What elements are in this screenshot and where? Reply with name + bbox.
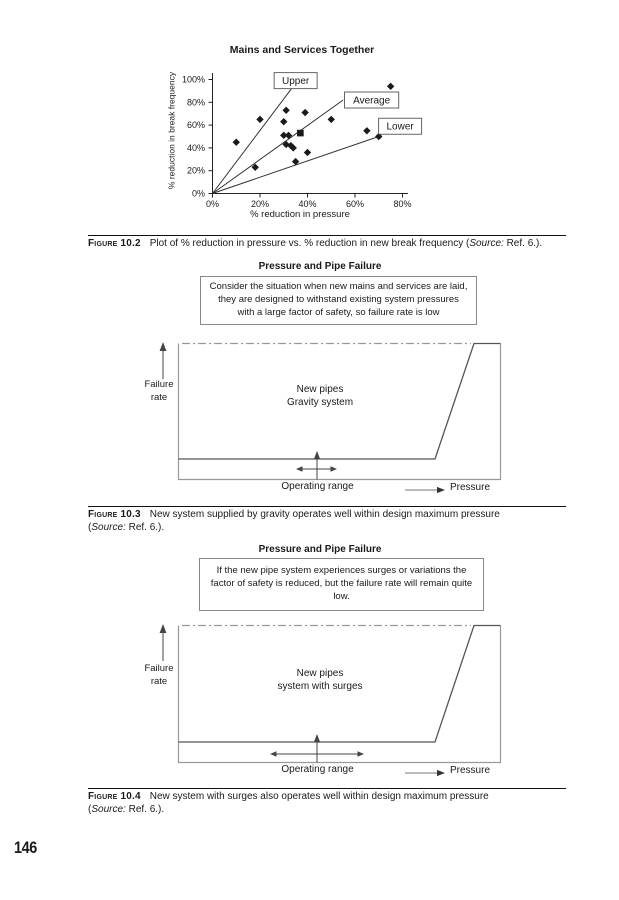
diagram-10-4 bbox=[159, 624, 502, 777]
failure-rate-label: Failure rate bbox=[144, 663, 174, 687]
pressure-label: Pressure bbox=[450, 482, 491, 493]
pressure-arrow bbox=[405, 486, 445, 494]
caption-rule bbox=[88, 235, 566, 236]
page-number: 146 bbox=[14, 838, 37, 857]
failure-rate-arrow bbox=[159, 342, 167, 379]
diagram-title-10-3: Pressure and Pipe Failure bbox=[258, 261, 382, 272]
diagram-center-label: New pipes Gravity system bbox=[286, 384, 354, 408]
svg-text:Average: Average bbox=[353, 96, 391, 107]
svg-text:Lower: Lower bbox=[387, 122, 415, 133]
svg-text:20%: 20% bbox=[251, 199, 269, 209]
operating-range-marker bbox=[270, 734, 364, 763]
caption-text: New system with surges also operates wel… bbox=[88, 791, 489, 815]
caption-text: New system supplied by gravity operates … bbox=[88, 509, 500, 533]
operating-range-marker bbox=[296, 451, 337, 480]
caption-rule bbox=[88, 788, 566, 789]
failure-curve bbox=[178, 342, 501, 460]
scatter-plot: 0% 20% 40% 60% 80% 0% 20% 40% 60% 80% 100% Upper Ave… bbox=[182, 72, 423, 210]
diagram-10-3 bbox=[159, 342, 502, 494]
diagram-frame bbox=[177, 343, 502, 481]
svg-text:0%: 0% bbox=[192, 189, 205, 199]
note-box-10-3: Consider the situation when new mains an… bbox=[200, 276, 477, 325]
chart-tick-labels: 0% 20% 40% 60% 80% 0% 20% 40% 60% 80% 100% bbox=[182, 75, 412, 210]
svg-text:40%: 40% bbox=[298, 199, 316, 209]
operating-range-label: Operating range bbox=[281, 481, 354, 492]
diagram-center-label: New pipes system with surges bbox=[277, 668, 363, 692]
line-labels: Upper Average Lower bbox=[273, 72, 423, 135]
svg-text:40%: 40% bbox=[187, 143, 205, 153]
figure-caption-10-3: Figure 10.3 New system supplied by gravit… bbox=[88, 509, 590, 535]
square-data-point bbox=[297, 129, 304, 137]
caption-text: Plot of % reduction in pressure vs. % re… bbox=[149, 238, 543, 249]
failure-curve bbox=[178, 624, 501, 743]
pressure-arrow bbox=[405, 769, 445, 777]
data-points bbox=[232, 82, 395, 171]
svg-text:60%: 60% bbox=[346, 199, 364, 209]
chart-title: Mains and Services Together bbox=[229, 44, 375, 56]
svg-text:Upper: Upper bbox=[282, 76, 310, 87]
svg-text:0%: 0% bbox=[206, 199, 219, 209]
diagram-title-10-4: Pressure and Pipe Failure bbox=[258, 544, 382, 555]
operating-range-label: Operating range bbox=[281, 764, 354, 775]
svg-text:80%: 80% bbox=[187, 97, 205, 107]
svg-text:20%: 20% bbox=[187, 166, 205, 176]
diagram-frame bbox=[177, 625, 502, 764]
figure-caption-10-4: Figure 10.4 New system with surges also o… bbox=[88, 791, 590, 817]
figure-label: Figure 10.2 bbox=[88, 238, 141, 249]
svg-text:80%: 80% bbox=[393, 199, 411, 209]
svg-text:60%: 60% bbox=[187, 120, 205, 130]
chart-x-axis-label: % reduction in pressure bbox=[250, 209, 350, 220]
pressure-label: Pressure bbox=[450, 765, 491, 776]
figure-label: Figure 10.4 bbox=[88, 791, 141, 802]
figure-label: Figure 10.3 bbox=[88, 509, 141, 520]
svg-text:100%: 100% bbox=[182, 75, 205, 85]
failure-rate-arrow bbox=[159, 624, 167, 661]
figure-caption-10-2: Figure 10.2 Plot of % reduction in pressu… bbox=[88, 238, 590, 251]
failure-rate-label: Failure rate bbox=[144, 379, 174, 403]
note-box-10-4: If the new pipe system experiences surge… bbox=[199, 558, 484, 611]
caption-rule bbox=[88, 506, 566, 507]
